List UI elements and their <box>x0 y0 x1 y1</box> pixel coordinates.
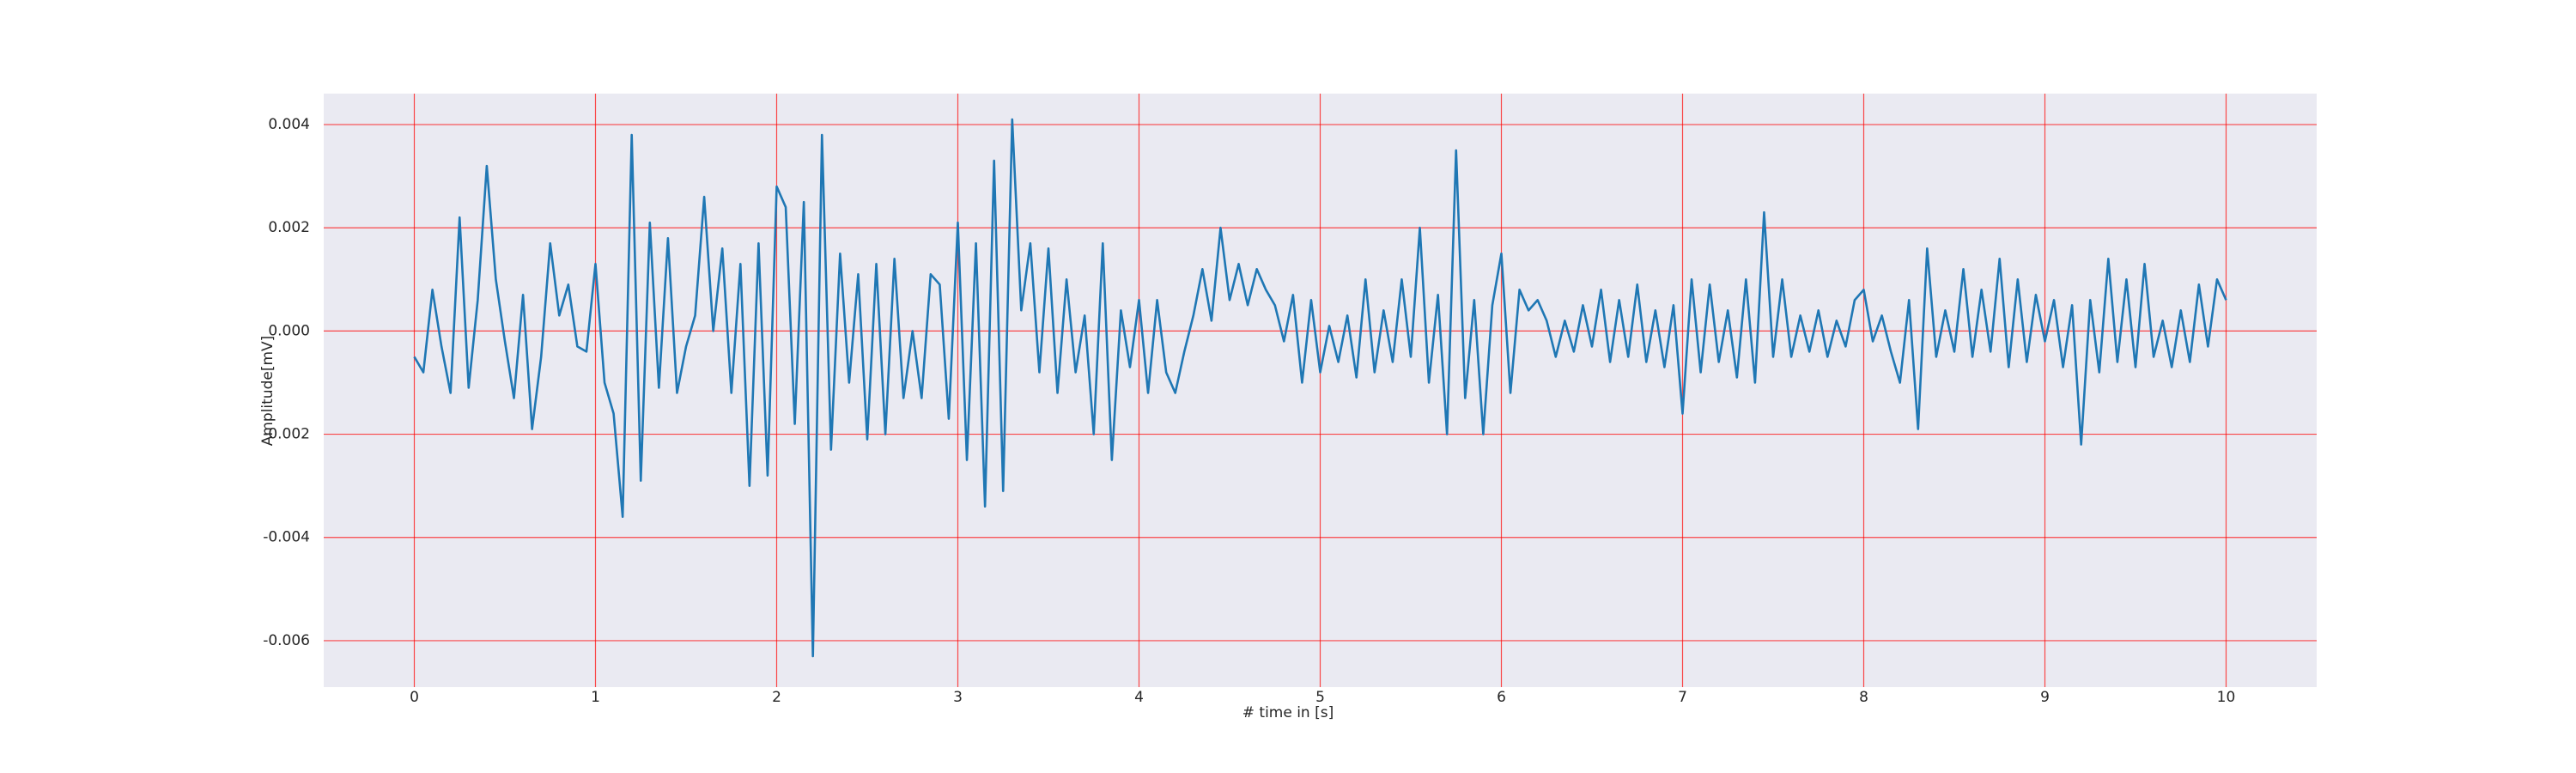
y-tick-label: -0.006 <box>263 632 310 649</box>
signal-line <box>413 118 2227 658</box>
x-tick-label: 7 <box>1678 689 1687 706</box>
x-tick-label: 1 <box>591 689 600 706</box>
x-tick-label: 2 <box>772 689 781 706</box>
x-tick-label: 6 <box>1497 689 1506 706</box>
y-tick-label: 0.004 <box>268 116 310 133</box>
x-tick-label: 8 <box>1859 689 1868 706</box>
y-tick-label: 0.002 <box>268 219 310 236</box>
y-axis-label: Amplitude[mV] <box>259 336 276 447</box>
x-tick-label: 9 <box>2040 689 2050 706</box>
x-tick-label: 4 <box>1134 689 1144 706</box>
x-tick-label: 10 <box>2217 689 2236 706</box>
y-tick-label: -0.002 <box>263 426 310 443</box>
y-tick-label: 0.000 <box>268 322 310 339</box>
x-tick-label: 5 <box>1315 689 1325 706</box>
x-tick-label: 3 <box>953 689 963 706</box>
x-tick-label: 0 <box>410 689 419 706</box>
y-tick-label: -0.004 <box>263 529 310 546</box>
x-axis-label: # time in [s] <box>1242 704 1334 721</box>
